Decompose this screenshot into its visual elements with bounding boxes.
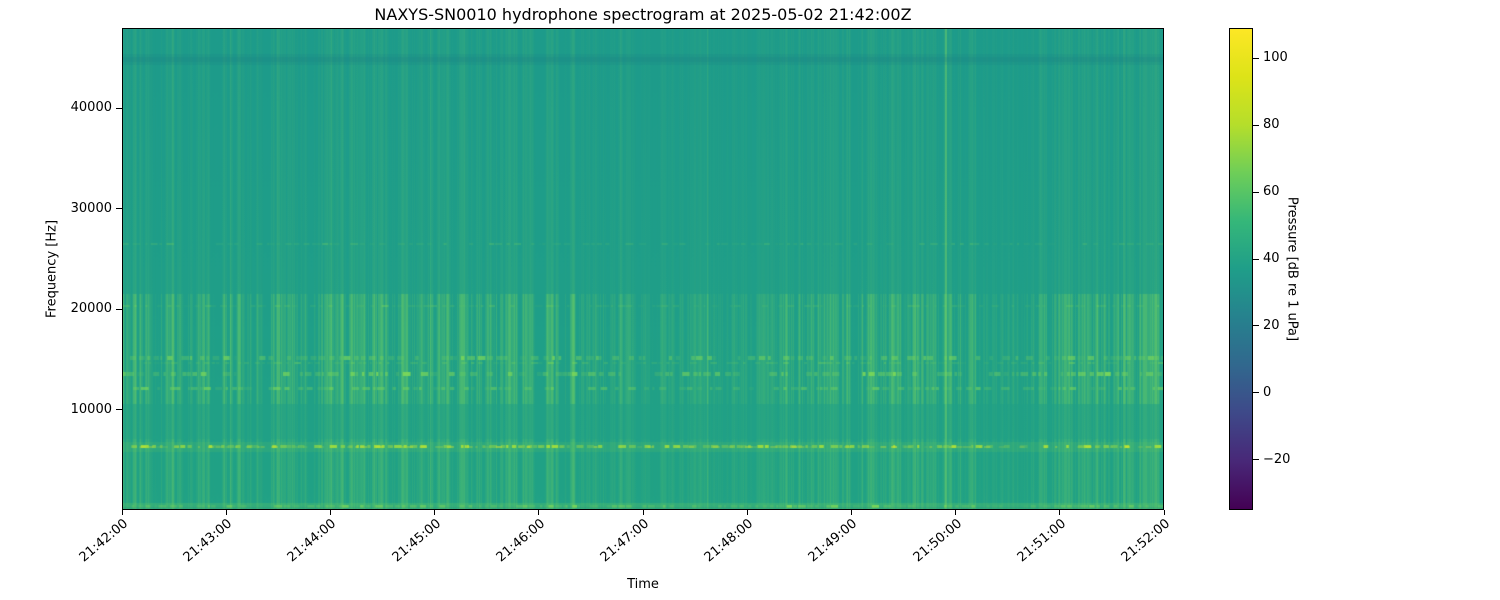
x-tick-label: 21:52:00 (1118, 516, 1173, 566)
x-tick-label: 21:45:00 (389, 516, 444, 566)
y-tick-label: 40000 (70, 100, 112, 116)
colorbar-tick-mark (1253, 325, 1259, 327)
x-tick-mark (955, 510, 957, 515)
x-axis-label: Time (627, 577, 659, 592)
x-tick-label: 21:46:00 (493, 516, 548, 566)
x-tick-label: 21:49:00 (806, 516, 861, 566)
colorbar-tick-label: 100 (1263, 50, 1288, 66)
x-tick-mark (225, 510, 227, 515)
x-tick-mark (538, 510, 540, 515)
colorbar-tick-mark (1253, 57, 1259, 59)
plot-title: NAXYS-SN0010 hydrophone spectrogram at 2… (374, 5, 912, 24)
y-tick-label: 20000 (70, 301, 112, 317)
x-tick-mark (1163, 510, 1165, 515)
colorbar-tick-mark (1253, 459, 1259, 461)
x-tick-label: 21:51:00 (1014, 516, 1069, 566)
colorbar-tick-mark (1253, 124, 1259, 126)
x-tick-mark (850, 510, 852, 515)
y-tick-label: 10000 (70, 401, 112, 417)
x-tick-label: 21:42:00 (76, 516, 131, 566)
colorbar-gradient (1229, 28, 1253, 510)
x-tick-mark (746, 510, 748, 515)
x-tick-mark (329, 510, 331, 515)
y-tick-label: 30000 (70, 200, 112, 216)
x-tick-label: 21:44:00 (285, 516, 340, 566)
colorbar-tick-label: 60 (1263, 184, 1280, 199)
colorbar-tick-mark (1253, 258, 1259, 260)
colorbar-tick-mark (1253, 392, 1259, 394)
x-tick-label: 21:50:00 (910, 516, 965, 566)
x-tick-label: 21:43:00 (180, 516, 236, 566)
x-tick-label: 21:48:00 (701, 516, 757, 566)
y-tick-mark (116, 208, 122, 210)
colorbar-label: Pressure [dB re 1 uPa] (1284, 196, 1300, 342)
colorbar-tick-label: 40 (1263, 251, 1280, 266)
plot-area (122, 28, 1164, 510)
x-tick-mark (434, 510, 436, 515)
spectrogram-image (123, 29, 1163, 509)
colorbar-tick-label: 0 (1263, 384, 1272, 400)
y-tick-mark (116, 107, 122, 109)
y-tick-mark (116, 308, 122, 310)
colorbar-tick-label: 20 (1263, 317, 1280, 333)
colorbar-tick-mark (1253, 191, 1259, 193)
y-tick-mark (116, 409, 122, 411)
x-tick-mark (642, 510, 644, 515)
x-tick-mark (1059, 510, 1061, 515)
x-tick-mark (121, 510, 123, 515)
colorbar-tick-label: 80 (1263, 117, 1280, 133)
colorbar-tick-label: −20 (1263, 451, 1291, 467)
x-tick-label: 21:47:00 (597, 516, 652, 566)
